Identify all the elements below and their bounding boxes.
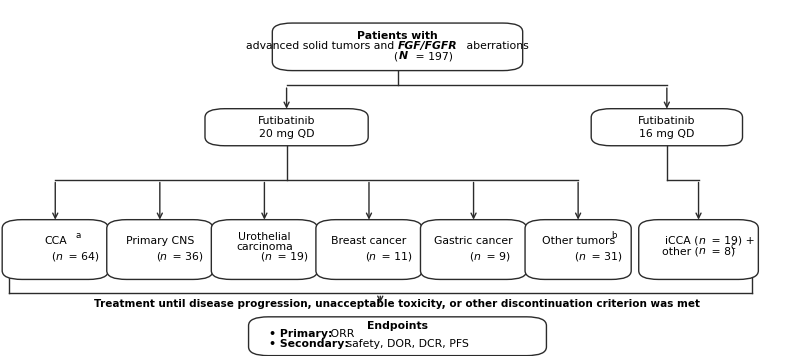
Text: n: n (369, 252, 376, 262)
Text: iCCA (: iCCA ( (665, 236, 699, 246)
Text: advanced solid tumors and: advanced solid tumors and (246, 41, 398, 51)
Text: Endpoints: Endpoints (367, 321, 428, 331)
Text: (: ( (260, 252, 265, 262)
Text: Futibatinib: Futibatinib (638, 116, 696, 126)
Text: (: ( (394, 51, 398, 61)
Text: = 31): = 31) (588, 252, 622, 262)
Text: CCA: CCA (44, 236, 67, 246)
Text: = 197): = 197) (412, 51, 453, 61)
Text: Urothelial: Urothelial (238, 232, 291, 242)
Text: b: b (611, 231, 617, 240)
Text: = 36): = 36) (169, 252, 204, 262)
Text: other (: other ( (661, 246, 699, 256)
FancyBboxPatch shape (211, 220, 317, 279)
Text: ORR: ORR (327, 330, 355, 340)
Text: • Secondary:: • Secondary: (270, 339, 349, 349)
FancyBboxPatch shape (249, 317, 546, 356)
Text: • Primary:: • Primary: (270, 330, 332, 340)
Text: Gastric cancer: Gastric cancer (434, 236, 513, 246)
FancyBboxPatch shape (2, 220, 108, 279)
Text: = 19): = 19) (274, 252, 308, 262)
FancyBboxPatch shape (525, 220, 631, 279)
Text: carcinoma: carcinoma (236, 242, 293, 252)
FancyBboxPatch shape (107, 220, 213, 279)
Text: = 8): = 8) (708, 246, 735, 256)
FancyBboxPatch shape (638, 220, 758, 279)
Text: n: n (699, 236, 705, 246)
FancyBboxPatch shape (421, 220, 526, 279)
Text: Treatment until disease progression, unacceptable toxicity, or other discontinua: Treatment until disease progression, una… (95, 299, 700, 309)
FancyBboxPatch shape (205, 109, 368, 146)
Text: = 64): = 64) (64, 252, 99, 262)
Text: a: a (75, 231, 80, 240)
Text: N: N (398, 51, 407, 61)
Text: n: n (474, 252, 480, 262)
Text: n: n (699, 246, 705, 256)
Text: FGF/FGFR: FGF/FGFR (398, 41, 457, 51)
Text: (: ( (156, 252, 160, 262)
FancyBboxPatch shape (316, 220, 422, 279)
Text: Other tumors: Other tumors (541, 236, 615, 246)
Text: (: ( (469, 252, 474, 262)
FancyBboxPatch shape (273, 23, 522, 70)
Text: (: ( (51, 252, 56, 262)
Text: = 9): = 9) (483, 252, 510, 262)
Text: (: ( (365, 252, 369, 262)
Text: aberrations: aberrations (463, 41, 529, 51)
Text: 16 mg QD: 16 mg QD (639, 129, 695, 138)
Text: Breast cancer: Breast cancer (332, 236, 406, 246)
Text: Futibatinib: Futibatinib (258, 116, 316, 126)
FancyBboxPatch shape (591, 109, 743, 146)
Text: n: n (160, 252, 167, 262)
Text: safety, DOR, DCR, PFS: safety, DOR, DCR, PFS (343, 339, 469, 349)
Text: 20 mg QD: 20 mg QD (259, 129, 314, 138)
Text: n: n (578, 252, 585, 262)
Text: = 11): = 11) (378, 252, 413, 262)
Text: (: ( (574, 252, 578, 262)
Text: Patients with: Patients with (357, 31, 438, 41)
Text: = 19) +: = 19) + (708, 236, 754, 246)
Text: c: c (731, 242, 735, 251)
Text: n: n (265, 252, 271, 262)
Text: n: n (56, 252, 62, 262)
Text: Primary CNS: Primary CNS (126, 236, 194, 246)
